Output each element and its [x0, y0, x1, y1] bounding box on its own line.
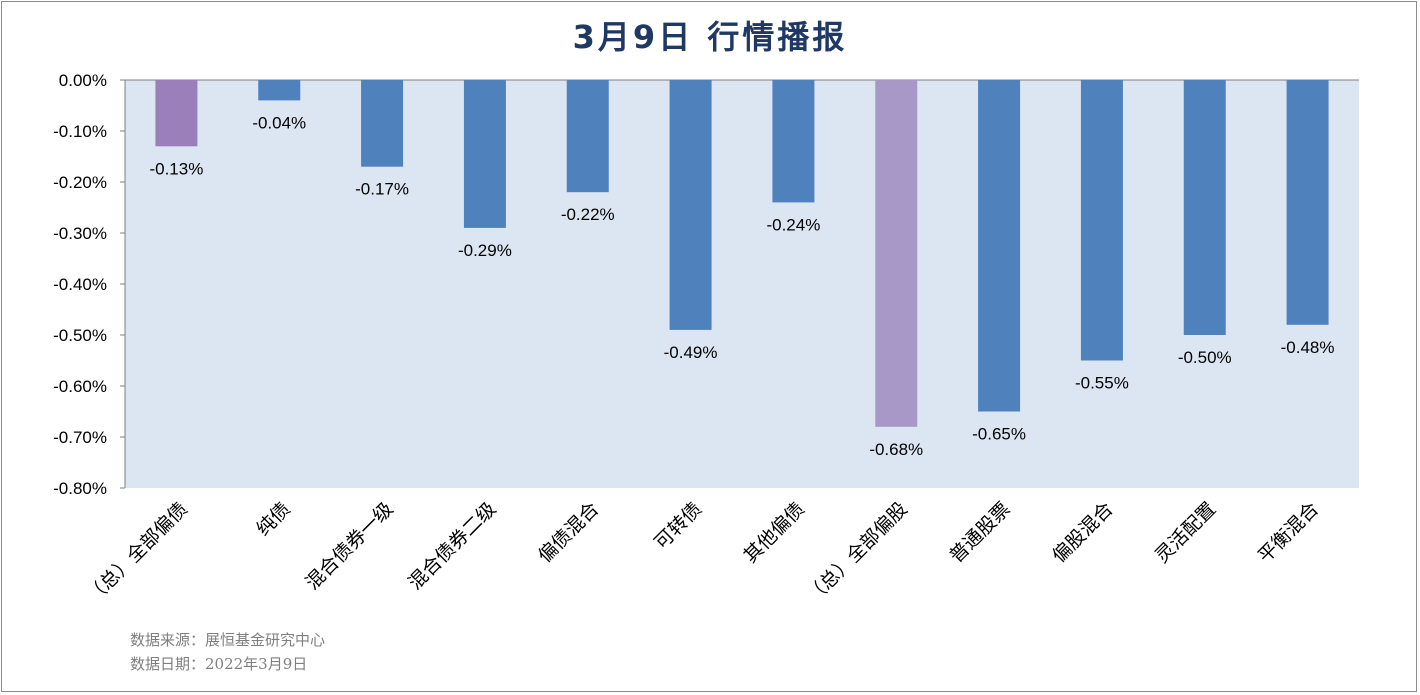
- category-label: 灵活配置: [1151, 498, 1220, 567]
- category-label: （总）全部偏债: [82, 498, 192, 608]
- y-tick-label: 0.00%: [59, 71, 107, 90]
- bar: [1080, 80, 1123, 361]
- y-tick-label: -0.50%: [53, 326, 107, 345]
- data-label: -0.13%: [149, 159, 203, 178]
- bar: [772, 80, 815, 203]
- data-labels: -0.13% -0.04% -0.17% -0.29% -0.22% -0.49% -0.2…: [149, 113, 1334, 458]
- plot-area: [125, 80, 1359, 488]
- category-label: 混合债券二级: [404, 498, 500, 594]
- data-label: -0.04%: [252, 113, 306, 132]
- y-tick-label: -0.30%: [53, 224, 107, 243]
- data-label: -0.29%: [458, 241, 512, 260]
- data-label: -0.55%: [1075, 374, 1129, 393]
- y-tick-label: -0.80%: [53, 479, 107, 498]
- data-label: -0.68%: [869, 440, 923, 459]
- category-label: 偏股混合: [1048, 498, 1117, 567]
- bar: [463, 80, 506, 228]
- category-label: 混合债券一级: [301, 498, 397, 594]
- y-axis: 0.00% -0.10% -0.20% -0.30% -0.40% -0.50% -0.60…: [53, 71, 1359, 498]
- x-axis-categories: （总）全部偏债 纯债 混合债券一级 混合债券二级 偏债混合 可转债 其他偏债（总）全部偏股普…: [82, 498, 1323, 608]
- bar: [361, 80, 404, 167]
- y-tick-label: -0.70%: [53, 428, 107, 447]
- bar: [566, 80, 609, 193]
- chart-title: 3月9日 行情播报: [572, 18, 848, 56]
- y-tick-label: -0.60%: [53, 377, 107, 396]
- bar: [978, 80, 1021, 412]
- data-label: -0.24%: [766, 215, 820, 234]
- bar: [1183, 80, 1226, 335]
- bar: [669, 80, 712, 330]
- data-label: -0.49%: [664, 343, 718, 362]
- y-tick-label: -0.10%: [53, 122, 107, 141]
- category-label: 可转债: [650, 498, 706, 554]
- footer: 数据来源：展恒基金研究中心 数据日期：2022年3月9日: [130, 628, 325, 676]
- category-label: 偏债混合: [534, 498, 603, 567]
- category-label: 普通股票: [945, 498, 1014, 567]
- date-note: 数据日期：2022年3月9日: [130, 655, 308, 673]
- bar: [258, 80, 301, 101]
- y-tick-label: -0.40%: [53, 275, 107, 294]
- bar: [155, 80, 198, 147]
- category-label: 其他偏债: [740, 498, 809, 567]
- category-label: 平衡混合: [1254, 498, 1323, 567]
- source-note: 数据来源：展恒基金研究中心: [130, 631, 326, 649]
- data-label: -0.17%: [355, 180, 409, 199]
- category-label: （总）全部偏股: [802, 498, 912, 608]
- bar: [1286, 80, 1329, 325]
- data-label: -0.65%: [972, 425, 1026, 444]
- data-label: -0.48%: [1281, 338, 1335, 357]
- category-label: 纯债: [252, 498, 294, 540]
- y-tick-label: -0.20%: [53, 173, 107, 192]
- data-label: -0.50%: [1178, 348, 1232, 367]
- bars: [155, 80, 1329, 427]
- data-label: -0.22%: [561, 205, 615, 224]
- bar: [875, 80, 918, 427]
